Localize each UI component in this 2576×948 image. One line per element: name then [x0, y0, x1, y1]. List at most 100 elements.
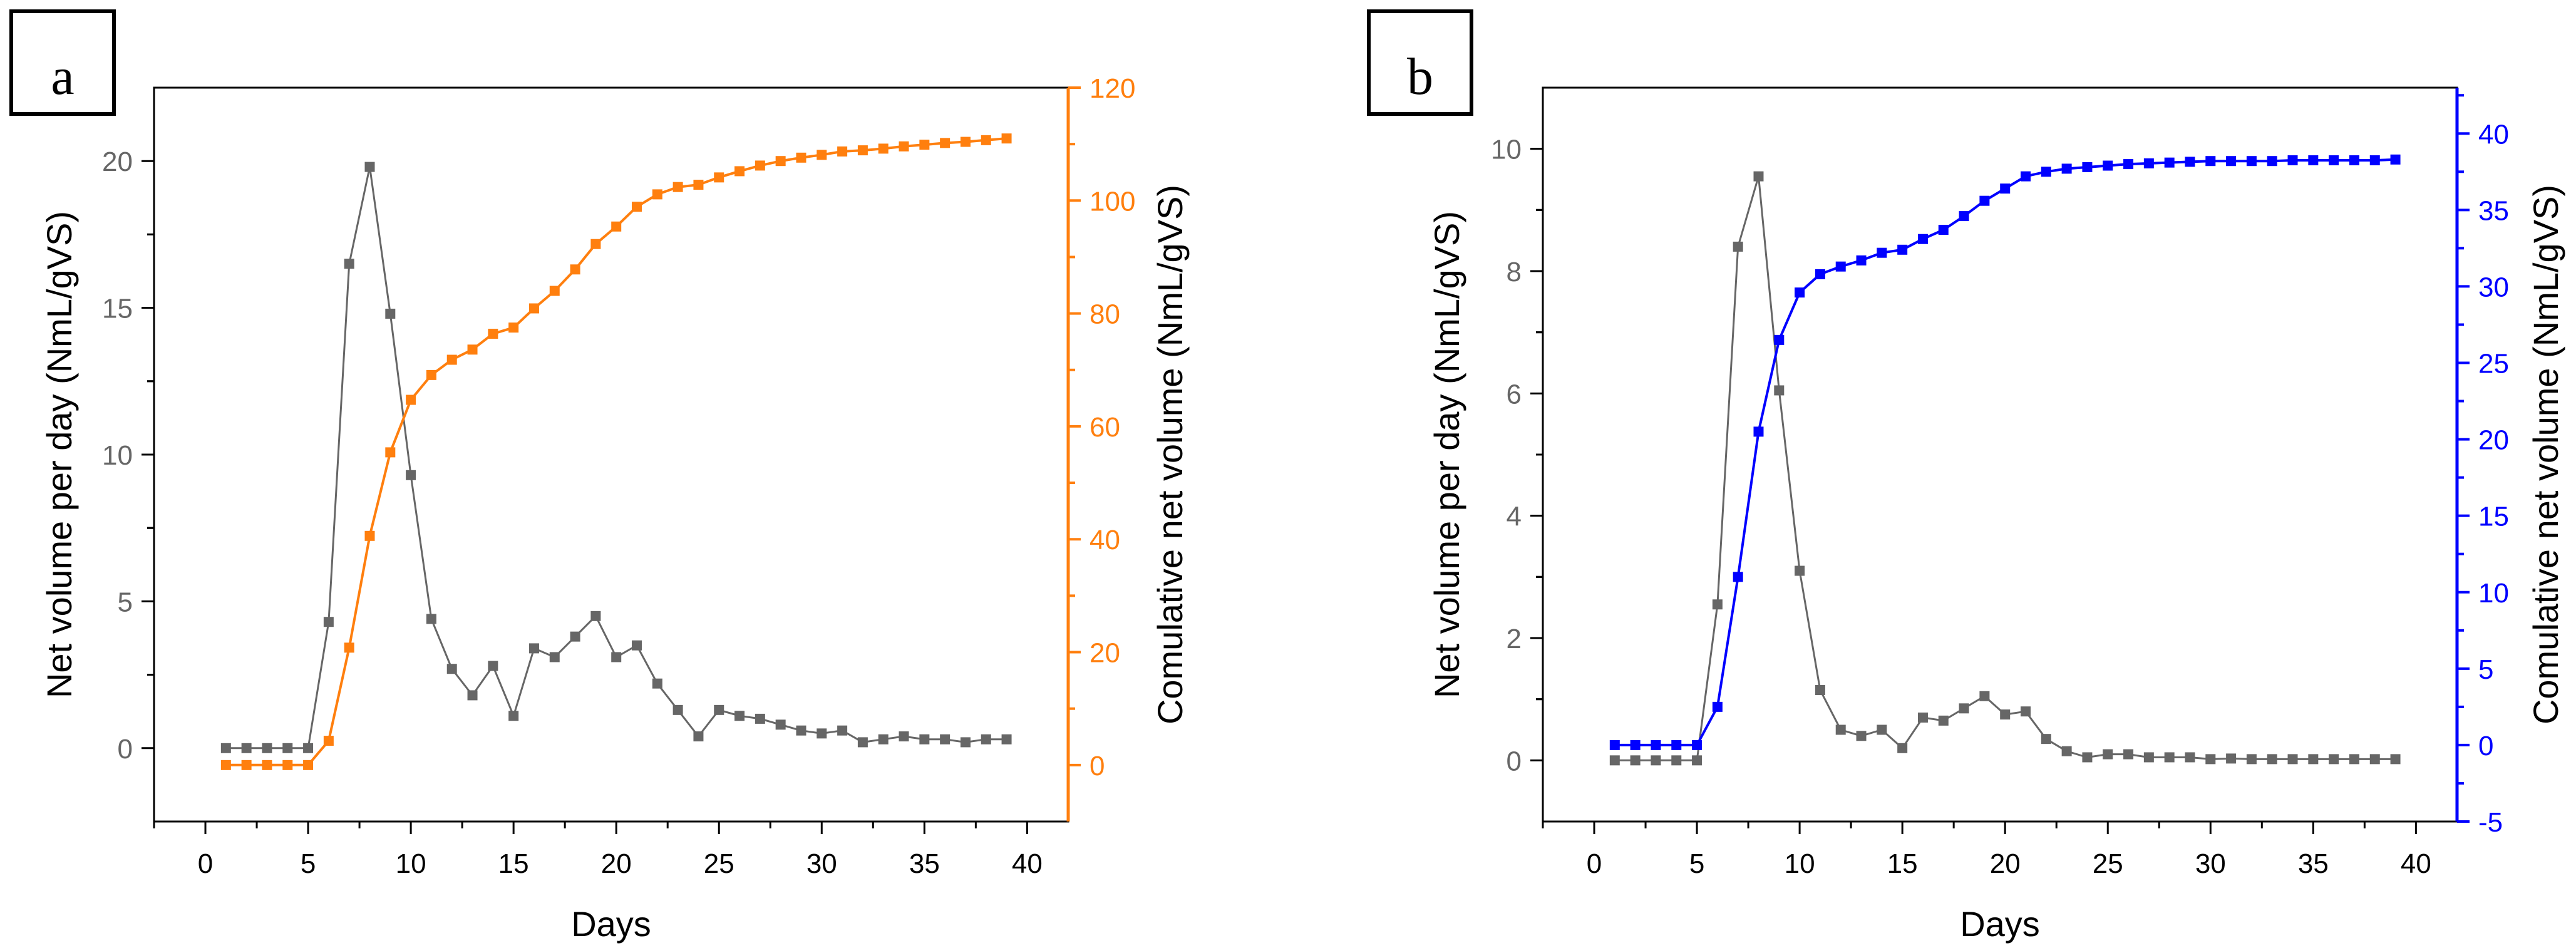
y-tick-label-left: 4: [1507, 502, 1522, 532]
data-point-marker: [2369, 155, 2380, 165]
data-point-marker: [1959, 703, 1969, 714]
y-tick-label-left: 10: [102, 440, 133, 471]
data-point-marker: [426, 614, 436, 624]
data-point-marker: [672, 182, 683, 192]
data-point-marker: [632, 640, 642, 651]
data-point-marker: [1897, 743, 1908, 753]
y-tick-label-left: 6: [1507, 379, 1522, 410]
data-point-marker: [2123, 159, 2134, 170]
data-point-marker: [446, 354, 457, 365]
data-point-marker: [1959, 211, 1969, 222]
data-point-marker: [2369, 754, 2380, 765]
x-axis-label: Days: [571, 904, 651, 944]
data-point-marker: [2164, 157, 2175, 168]
data-point-marker: [1938, 715, 1949, 726]
x-tick-label: 5: [1689, 848, 1704, 879]
data-point-marker: [1712, 599, 1723, 610]
data-point-marker: [1609, 739, 1620, 750]
data-point-marker: [878, 734, 889, 744]
data-point-marker: [1651, 755, 1661, 766]
data-point-marker: [262, 743, 272, 753]
data-point-marker: [323, 617, 334, 627]
data-point-marker: [714, 172, 724, 183]
data-point-marker: [1671, 755, 1682, 766]
x-tick-label: 40: [1012, 848, 1043, 879]
data-point-marker: [1692, 739, 1703, 750]
y-tick-label-right: 20: [1090, 638, 1120, 669]
y-tick-label-right: 120: [1090, 73, 1135, 104]
left-axis-label: Net volume per day (NmL/gVS): [1427, 211, 1466, 698]
data-point-marker: [2143, 158, 2154, 168]
data-point-marker: [2246, 156, 2257, 167]
data-point-marker: [1835, 724, 1846, 735]
data-point-marker: [570, 264, 580, 275]
data-point-marker: [775, 719, 786, 730]
data-point-marker: [364, 530, 375, 541]
data-point-marker: [1671, 739, 1682, 750]
left-axis-ticks: 0 2 4 6 8 10: [1491, 135, 1543, 776]
data-point-marker: [1692, 755, 1703, 766]
data-point-marker: [406, 470, 416, 480]
data-point-marker: [672, 704, 683, 715]
data-point-marker: [467, 690, 478, 701]
y-tick-label-right: 40: [1090, 525, 1120, 555]
y-tick-label-right: 20: [2478, 425, 2509, 456]
data-point-marker: [2246, 754, 2257, 765]
data-point-marker: [344, 642, 354, 653]
plot-frame: [153, 86, 1069, 823]
panel-label-box: [9, 9, 116, 116]
data-point-marker: [2349, 754, 2359, 765]
data-point-marker: [549, 652, 560, 662]
data-point-marker: [282, 760, 293, 770]
data-point-marker: [2226, 156, 2237, 167]
data-point-marker: [2103, 749, 2113, 760]
y-tick-label-left: 10: [1491, 135, 1522, 165]
data-point-marker: [262, 760, 272, 770]
data-point-marker: [2205, 754, 2216, 765]
series-markers-net-volume: [220, 162, 1012, 753]
x-axis-label: Days: [1960, 904, 2040, 944]
data-point-marker: [1917, 712, 1928, 723]
y-tick-label-left: 5: [118, 587, 133, 617]
data-point-marker: [1877, 724, 1887, 735]
right-axis-ticks: 0 20 40 60 80 100 120: [1068, 73, 1135, 781]
data-point-marker: [734, 166, 745, 177]
data-point-marker: [364, 162, 375, 172]
data-point-marker: [2308, 754, 2319, 765]
x-tick-label: 35: [2298, 848, 2329, 879]
data-point-marker: [837, 725, 848, 736]
data-point-marker: [508, 322, 519, 333]
data-point-marker: [940, 138, 951, 148]
x-tick-label: 0: [198, 848, 213, 879]
data-point-marker: [528, 303, 539, 314]
data-point-marker: [220, 760, 231, 770]
data-point-marker: [2000, 183, 2011, 194]
data-point-marker: [2041, 734, 2051, 744]
data-point-marker: [652, 678, 662, 689]
data-point-marker: [2267, 156, 2277, 167]
data-point-marker: [817, 150, 827, 160]
data-point-marker: [385, 308, 396, 319]
panel-label-box: [1367, 9, 1473, 116]
data-point-marker: [1979, 195, 1990, 206]
x-tick-label: 40: [2401, 848, 2431, 879]
data-point-marker: [611, 221, 622, 232]
data-point-marker: [1753, 171, 1764, 182]
y-tick-label-right: 100: [1090, 186, 1135, 217]
data-point-marker: [755, 160, 765, 171]
y-tick-label-right: 40: [2478, 119, 2509, 150]
x-axis-ticks: 0 5 10 15 20 25 30 35 40: [1542, 822, 2431, 879]
data-point-marker: [693, 731, 704, 742]
data-point-marker: [1630, 755, 1641, 766]
panel-a: a 0 5 10 15 20 25 30 35 40 0 5 10 15 20 0 20 40 60 80 100…: [9, 9, 1190, 944]
x-tick-label: 10: [1785, 848, 1815, 879]
data-point-marker: [1815, 685, 1825, 696]
data-point-marker: [2287, 155, 2298, 165]
data-point-marker: [590, 239, 601, 249]
data-point-marker: [878, 143, 889, 154]
series-line-cumulative-volume: [225, 137, 1007, 766]
data-point-marker: [919, 140, 930, 150]
data-point-marker: [796, 152, 806, 163]
data-point-marker: [2061, 746, 2072, 756]
x-tick-label: 25: [2093, 848, 2123, 879]
